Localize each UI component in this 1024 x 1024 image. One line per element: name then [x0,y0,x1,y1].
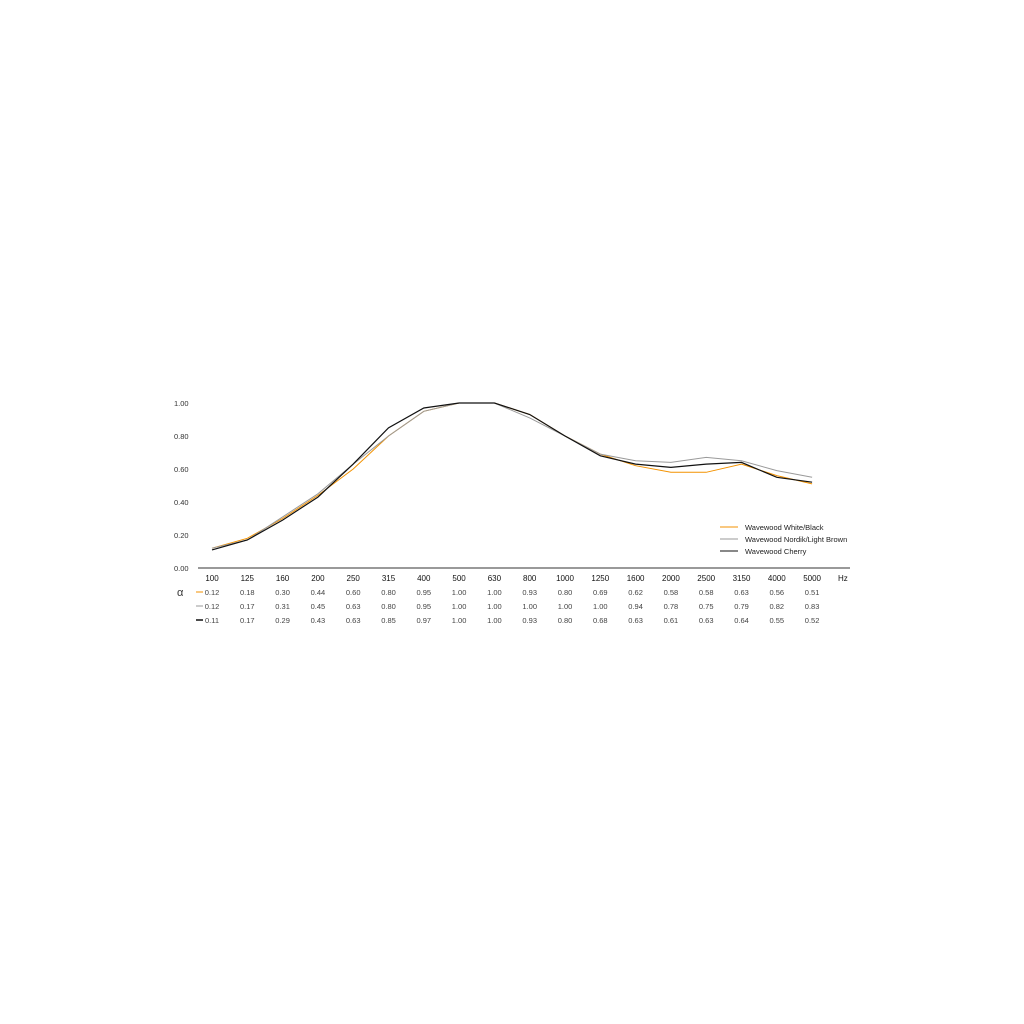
table-cell: 0.58 [664,588,679,597]
table-cell: 1.00 [487,616,502,625]
table-cell: 0.63 [346,602,361,611]
x-tick-label: 4000 [768,574,786,583]
x-tick-label: 200 [311,574,325,583]
table-cell: 1.00 [522,602,537,611]
table-cell: 0.79 [734,602,749,611]
table-cell: 0.51 [805,588,820,597]
table-cell: 0.63 [346,616,361,625]
table-cell: 0.17 [240,602,255,611]
table-cell: 0.31 [275,602,290,611]
x-tick-label: 315 [382,574,396,583]
legend-label: Wavewood Cherry [745,547,807,556]
table-cell: 0.44 [311,588,326,597]
table-cell: 0.93 [522,588,537,597]
y-tick-label: 0.60 [174,465,189,474]
table-cell: 1.00 [452,616,467,625]
table-cell: 0.55 [769,616,784,625]
x-tick-label: 3150 [733,574,751,583]
table-cell: 0.95 [416,588,431,597]
table-cell: 0.12 [205,588,220,597]
table-cell: 1.00 [558,602,573,611]
table-cell: 0.62 [628,588,643,597]
table-cell: 0.11 [205,616,219,625]
x-tick-label: 2500 [697,574,715,583]
table-cell: 0.80 [381,602,396,611]
x-tick-label: 100 [205,574,219,583]
y-tick-label: 1.00 [174,399,189,408]
table-cell: 0.75 [699,602,714,611]
alpha-symbol: α [177,587,184,599]
table-cell: 0.68 [593,616,608,625]
x-tick-label: 500 [452,574,466,583]
table-cell: 0.94 [628,602,643,611]
y-tick-label: 0.00 [174,564,189,573]
table-cell: 0.82 [769,602,784,611]
table-cell: 0.18 [240,588,255,597]
x-tick-label: 1000 [556,574,574,583]
x-tick-label: 2000 [662,574,680,583]
table-cell: 1.00 [452,602,467,611]
table-cell: 1.00 [487,602,502,611]
table-cell: 0.43 [311,616,326,625]
legend-label: Wavewood Nordik/Light Brown [745,535,847,544]
table-cell: 0.60 [346,588,361,597]
table-cell: 0.63 [628,616,643,625]
table-cell: 0.58 [699,588,714,597]
series-line [211,402,813,551]
table-cell: 0.63 [734,588,749,597]
x-tick-label: 250 [347,574,361,583]
table-cell: 0.83 [805,602,820,611]
y-tick-label: 0.20 [174,531,189,540]
x-tick-label: 630 [488,574,502,583]
table-cell: 0.93 [522,616,537,625]
y-tick-label: 0.80 [174,432,189,441]
x-unit-label: Hz [838,574,848,583]
legend-label: Wavewood White/Black [745,523,824,532]
table-cell: 0.29 [275,616,290,625]
table-cell: 0.85 [381,616,396,625]
table-cell: 0.12 [205,602,220,611]
x-tick-label: 125 [241,574,255,583]
table-cell: 0.45 [311,602,326,611]
x-tick-label: 160 [276,574,290,583]
table-cell: 0.61 [664,616,679,625]
table-cell: 0.80 [381,588,396,597]
x-tick-label: 800 [523,574,537,583]
table-cell: 0.63 [699,616,714,625]
series-line [211,402,813,549]
x-tick-label: 1250 [591,574,609,583]
table-cell: 0.64 [734,616,749,625]
table-cell: 0.56 [769,588,784,597]
x-tick-label: 5000 [803,574,821,583]
table-cell: 1.00 [593,602,608,611]
x-tick-label: 1600 [627,574,645,583]
table-cell: 0.52 [805,616,820,625]
table-cell: 1.00 [487,588,502,597]
table-cell: 0.17 [240,616,255,625]
table-cell: 0.69 [593,588,608,597]
y-tick-label: 0.40 [174,498,189,507]
x-tick-label: 400 [417,574,431,583]
table-cell: 1.00 [452,588,467,597]
table-cell: 0.78 [664,602,679,611]
table-cell: 0.30 [275,588,290,597]
table-cell: 0.80 [558,616,573,625]
table-cell: 0.97 [416,616,431,625]
series-line [211,402,813,549]
table-cell: 0.95 [416,602,431,611]
table-cell: 0.80 [558,588,573,597]
